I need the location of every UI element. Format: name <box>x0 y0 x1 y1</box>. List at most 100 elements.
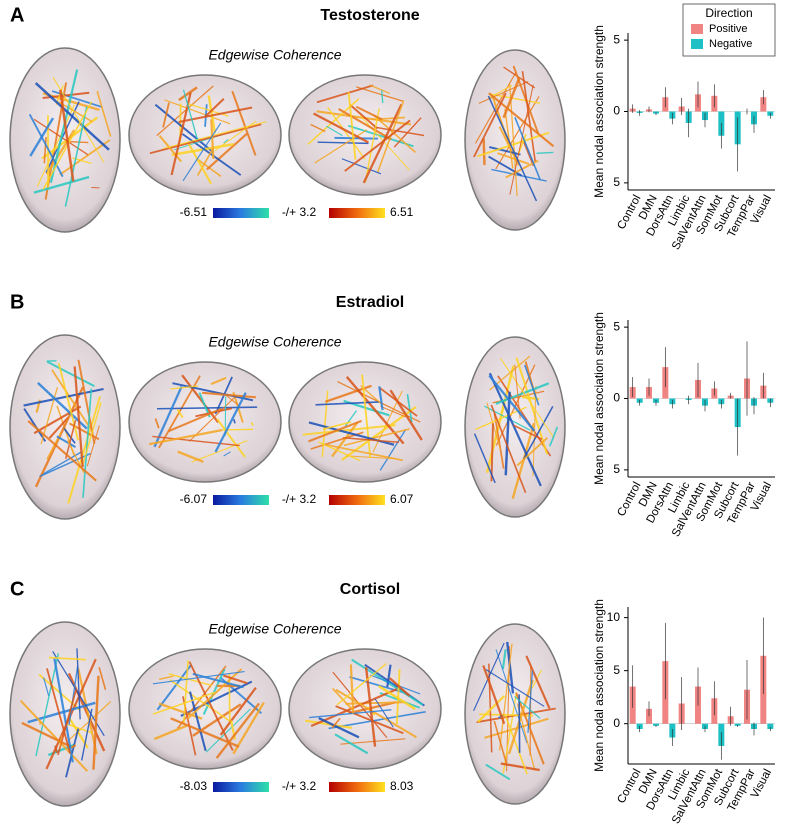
connection <box>516 437 548 467</box>
connection <box>82 388 93 498</box>
connection <box>503 66 536 89</box>
connection <box>45 129 76 175</box>
connection <box>92 675 100 770</box>
connection <box>204 97 225 118</box>
panel-letter: B <box>10 291 24 313</box>
connection <box>485 763 511 781</box>
connection <box>57 689 77 756</box>
colorbar-min: -8.03 <box>180 779 208 793</box>
panel-subtitle: Edgewise Coherence <box>208 334 341 350</box>
connection <box>86 425 100 467</box>
colorbar-hot <box>329 782 385 792</box>
connection <box>380 405 407 418</box>
connection <box>355 86 404 102</box>
connection <box>361 374 372 459</box>
connection <box>331 717 341 729</box>
connection <box>343 428 410 447</box>
connection <box>81 708 93 761</box>
connection <box>53 658 74 763</box>
connection <box>153 724 188 741</box>
connection <box>59 89 75 182</box>
connection <box>501 649 507 670</box>
panel-subtitle: Edgewise Coherence <box>208 47 341 63</box>
connection <box>158 702 203 720</box>
connection <box>515 357 549 455</box>
connection <box>488 374 536 432</box>
connection <box>231 90 257 156</box>
connection <box>206 132 248 171</box>
connection <box>476 131 550 158</box>
connection <box>309 709 392 719</box>
connection <box>178 86 198 102</box>
connection <box>40 451 82 477</box>
connection <box>374 126 425 137</box>
connection <box>156 406 258 410</box>
connection <box>498 643 513 751</box>
connection <box>389 389 423 441</box>
connection <box>514 364 521 419</box>
connection <box>158 135 182 163</box>
connection <box>521 71 537 162</box>
connection <box>21 721 70 747</box>
connection <box>28 113 64 178</box>
connection <box>347 92 357 160</box>
connection <box>345 701 405 705</box>
connection <box>477 695 506 723</box>
connection <box>373 114 417 153</box>
connection <box>313 112 369 144</box>
colorbar-mid: -/+ 3.2 <box>282 492 317 506</box>
connection <box>43 136 47 164</box>
connection <box>214 392 247 453</box>
connection <box>509 84 518 196</box>
connection <box>522 405 554 460</box>
legend-swatch <box>691 39 703 49</box>
connection <box>73 366 84 468</box>
connection <box>202 391 256 399</box>
connection <box>525 655 551 709</box>
connection <box>51 369 92 430</box>
connection <box>310 688 398 728</box>
connection <box>504 108 514 169</box>
connection <box>513 424 543 441</box>
connection <box>318 717 360 739</box>
y-axis-label: Mean nodal association strength <box>592 312 606 485</box>
connection <box>305 719 353 729</box>
connection <box>336 662 387 706</box>
connection <box>33 405 82 435</box>
connection <box>514 117 541 180</box>
connection <box>488 92 555 148</box>
connection <box>178 106 253 123</box>
connection <box>348 701 397 715</box>
connection <box>490 404 527 494</box>
connection <box>67 396 101 504</box>
connection <box>186 668 243 720</box>
connection <box>473 642 505 711</box>
panel-title: Cortisol <box>340 581 400 598</box>
connection <box>473 92 507 158</box>
connection <box>202 668 226 715</box>
connection <box>364 667 377 747</box>
connection <box>23 408 47 442</box>
connection <box>19 699 89 772</box>
connection <box>326 125 343 137</box>
connection <box>48 416 70 439</box>
connection <box>482 138 486 166</box>
connection <box>380 90 384 104</box>
connection <box>317 141 369 145</box>
connection <box>33 175 90 194</box>
connection <box>214 120 257 151</box>
connection <box>355 105 383 121</box>
connection <box>349 664 355 714</box>
connection <box>344 119 411 172</box>
connection <box>349 103 378 130</box>
connection <box>152 435 240 447</box>
connection <box>169 679 232 723</box>
connection <box>406 394 413 423</box>
connection <box>192 672 244 689</box>
connection <box>77 668 98 755</box>
connection <box>310 123 326 133</box>
connection <box>96 91 112 137</box>
connection <box>34 82 110 151</box>
connection <box>56 435 77 448</box>
